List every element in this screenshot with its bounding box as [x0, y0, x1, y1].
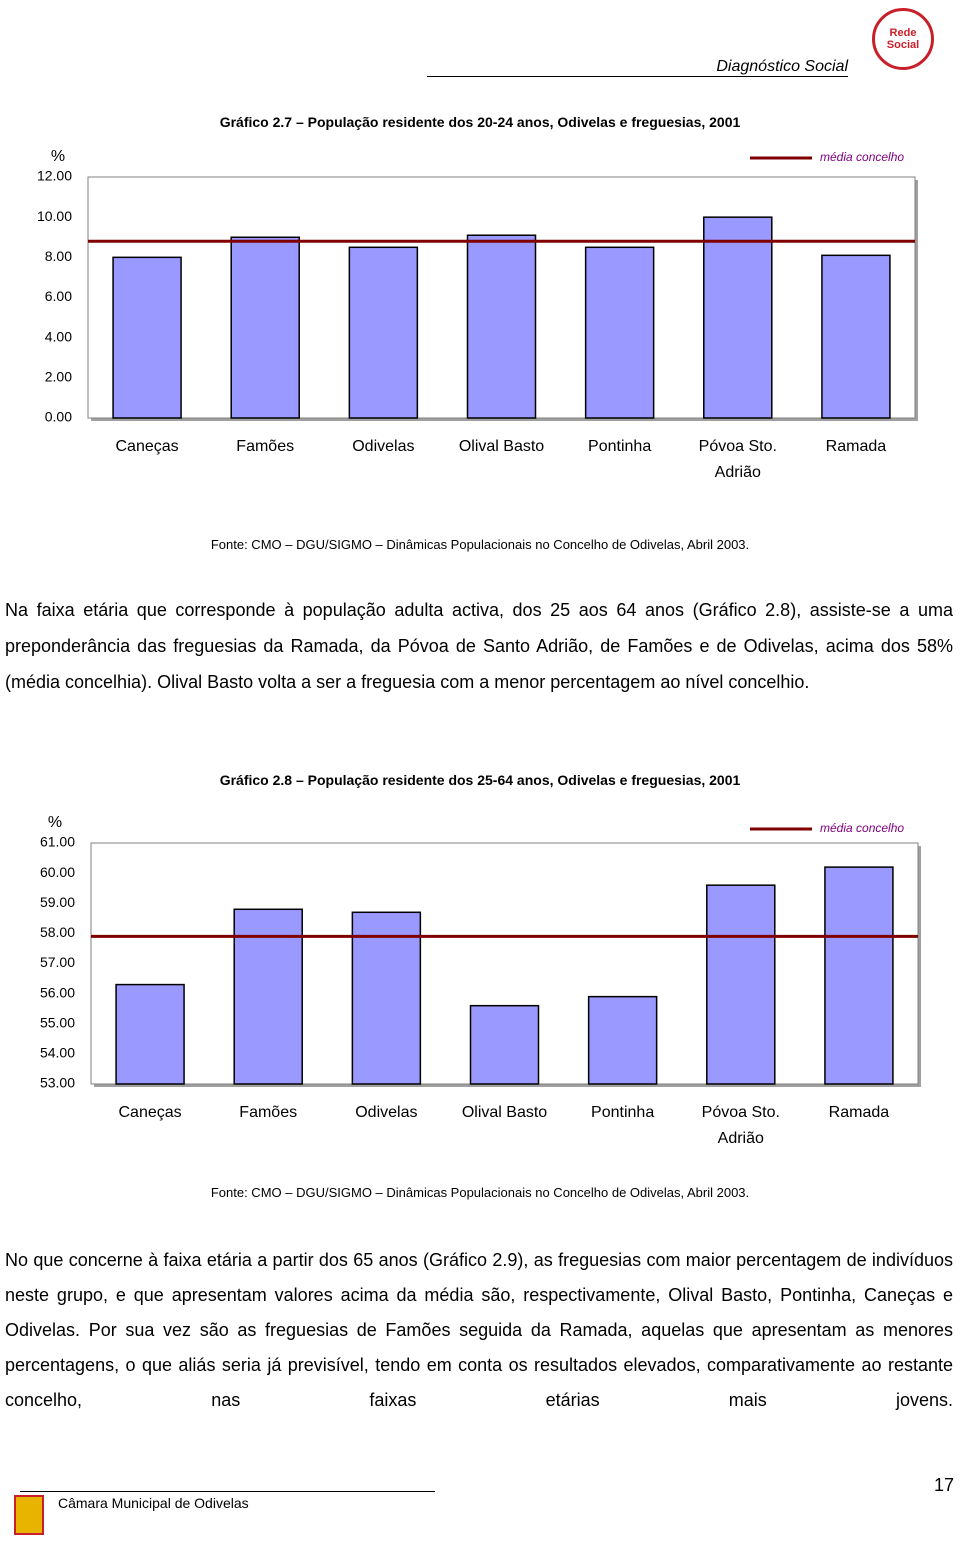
chart-title: Gráfico 2.8 – População residente dos 25… — [219, 772, 741, 788]
y-axis-label: % — [51, 148, 65, 165]
x-tick-label: Caneças — [115, 438, 179, 455]
y-tick-label: 53.00 — [40, 1075, 75, 1091]
x-tick-label: Pontinha — [588, 438, 652, 455]
y-tick-label: 2.00 — [45, 369, 72, 385]
x-tick-label: Olival Basto — [461, 1104, 548, 1121]
y-tick-label: 58.00 — [40, 924, 75, 940]
bar — [112, 256, 182, 419]
x-tick-label: Pontinha — [591, 1104, 655, 1121]
bar — [703, 216, 773, 419]
x-tick-label: Famões — [236, 438, 295, 455]
footer-logo — [14, 1495, 44, 1535]
bar — [351, 911, 422, 1085]
y-tick-label: 57.00 — [40, 954, 75, 970]
bar — [348, 246, 419, 419]
bar — [233, 908, 303, 1085]
y-tick-label: 8.00 — [45, 248, 72, 264]
x-tick-label: Odivelas — [355, 1104, 418, 1121]
x-tick-label: Olival Basto — [458, 438, 545, 455]
y-tick-label: 10.00 — [37, 208, 72, 224]
y-tick-label: 54.00 — [40, 1045, 75, 1061]
bar — [706, 884, 776, 1085]
bar — [587, 995, 658, 1085]
y-tick-label: 55.00 — [40, 1014, 75, 1030]
bar — [824, 866, 894, 1085]
y-tick-label: 12.00 — [37, 168, 72, 184]
bar — [115, 983, 185, 1085]
footer-rule — [20, 1491, 435, 1492]
bar — [821, 254, 891, 419]
y-tick-label: 56.00 — [40, 984, 75, 1000]
header-rule — [427, 76, 848, 77]
y-tick-label: 4.00 — [45, 328, 72, 344]
x-tick-label: Odivelas — [352, 438, 415, 455]
x-tick-label: Póvoa Sto. Adrião — [698, 438, 777, 481]
bar — [469, 1004, 540, 1085]
x-tick-label: Ramada — [828, 1104, 890, 1121]
bar — [584, 246, 655, 419]
paragraph: Na faixa etária que corresponde à popula… — [5, 600, 953, 692]
y-tick-label: 59.00 — [40, 894, 75, 910]
footer-organization: Câmara Municipal de Odivelas — [58, 1495, 249, 1511]
x-tick-label: Ramada — [825, 438, 887, 455]
y-tick-label: 0.00 — [45, 409, 72, 425]
header-title: Diagnóstico Social — [716, 58, 848, 75]
y-tick-label: 6.00 — [45, 288, 72, 304]
chart-source: Fonte: CMO – DGU/SIGMO – Dinâmicas Popul… — [210, 1185, 750, 1200]
x-tick-label: Caneças — [118, 1104, 182, 1121]
chart-title: Gráfico 2.7 – População residente dos 20… — [219, 114, 741, 130]
plot-area — [90, 842, 919, 1085]
logo: Rede Social — [872, 8, 934, 70]
bar — [230, 236, 300, 419]
y-axis-label: % — [48, 814, 62, 831]
legend-label: média concelho — [820, 821, 904, 835]
chart-source: Fonte: CMO – DGU/SIGMO – Dinâmicas Popul… — [210, 537, 750, 552]
legend-label: média concelho — [820, 150, 904, 164]
y-tick-label: 61.00 — [40, 834, 75, 850]
paragraph: No que concerne à faixa etária a partir … — [5, 1250, 953, 1410]
page-number: 17 — [933, 1475, 954, 1495]
y-tick-label: 60.00 — [40, 864, 75, 880]
x-tick-label: Famões — [239, 1104, 298, 1121]
x-tick-label: Póvoa Sto. Adrião — [701, 1104, 780, 1147]
bar — [466, 234, 537, 419]
